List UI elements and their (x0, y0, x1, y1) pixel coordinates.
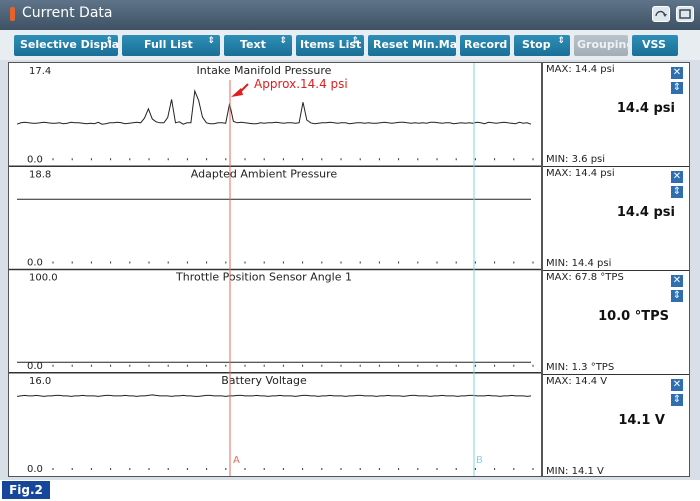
cursor-b-label: B (476, 455, 483, 466)
y-max-label: 18.8 (29, 169, 51, 180)
min-value: MIN: 14.4 psi (546, 258, 612, 269)
value-panel-adapted-ambient-pressure: MAX: 14.4 psi 14.4 psi MIN: 14.4 psi ✕ ⇕ (543, 167, 689, 271)
current-data-window: Current Data Selective Display ⇕ Full Lis… (0, 0, 700, 480)
y-min-label: 0.0 (27, 258, 43, 269)
grouping-label: Grouping (577, 38, 628, 51)
current-value: 14.4 psi (616, 101, 675, 116)
selective-display-label: Selective Display (20, 38, 118, 51)
items-list-label: Items List (300, 38, 362, 51)
value-panel-intake-manifold-pressure: MAX: 14.4 psi 14.4 psi MIN: 3.6 psi ✕ ⇕ (543, 63, 689, 167)
up-down-icon[interactable]: ⇕ (671, 186, 683, 198)
y-min-label: 0.0 (27, 361, 43, 372)
toolbar: Selective Display ⇕ Full List ⇕ Text ⇕ Item… (0, 30, 700, 60)
up-down-icon[interactable]: ⇕ (671, 290, 683, 302)
text-button[interactable]: Text ⇕ (224, 35, 292, 56)
arrow-head-icon (231, 88, 243, 97)
full-list-button[interactable]: Full List ⇕ (122, 35, 220, 56)
annotation-text: Approx.14.4 psi (254, 77, 348, 91)
retry-icon[interactable] (652, 6, 670, 22)
vss-label: VSS (642, 38, 666, 51)
y-max-label: 16.0 (29, 376, 51, 387)
close-icon[interactable]: ✕ (671, 171, 683, 183)
chart-title: Adapted Ambient Pressure (191, 167, 338, 180)
cursor-a-label: A (233, 455, 240, 466)
panel-1: 18.8 0.0 Adapted Ambient Pressure (9, 165, 541, 269)
current-value: 10.0 °TPS (598, 309, 669, 324)
y-min-label: 0.0 (27, 154, 43, 165)
values-panel: MAX: 14.4 psi 14.4 psi MIN: 3.6 psi ✕ ⇕ … (542, 62, 690, 477)
y-max-label: 100.0 (29, 273, 58, 284)
value-panel-throttle-position: MAX: 67.8 °TPS 10.0 °TPS MIN: 1.3 °TPS ✕… (543, 271, 689, 375)
vss-button[interactable]: VSS (632, 35, 678, 56)
min-value: MIN: 3.6 psi (546, 154, 606, 165)
current-value: 14.1 V (618, 413, 665, 428)
orange-bar-icon (10, 7, 15, 21)
selective-display-button[interactable]: Selective Display ⇕ (14, 35, 118, 56)
close-icon[interactable]: ✕ (671, 379, 683, 391)
text-label: Text (240, 38, 266, 51)
chevron-up-down-icon: ⇕ (351, 36, 359, 46)
panel-3: 16.0 0.0 Battery Voltage (9, 372, 541, 475)
record-label: Record (464, 38, 508, 51)
chevron-up-down-icon: ⇕ (279, 36, 287, 46)
window-title: Current Data (22, 5, 113, 21)
close-icon[interactable]: ✕ (671, 275, 683, 287)
min-value: MIN: 14.1 V (546, 466, 604, 477)
window-icon[interactable] (676, 6, 694, 22)
chart-title: Intake Manifold Pressure (197, 64, 332, 77)
record-button[interactable]: Record (460, 35, 510, 56)
items-list-button[interactable]: Items List ⇕ (296, 35, 364, 56)
panel-2: 100.0 0.0 Throttle Position Sensor Angle 1 (9, 268, 541, 372)
chevron-up-down-icon: ⇕ (207, 36, 215, 46)
chevron-up-down-icon: ⇕ (105, 36, 113, 46)
graph-area: 17.4 0.0 Intake Manifold Pressure 18.8 0.0 Ad… (8, 62, 542, 477)
min-value: MIN: 1.3 °TPS (546, 362, 615, 373)
max-value: MAX: 14.4 V (546, 376, 608, 387)
reset-min-max-label: Reset Min.Max (373, 38, 456, 51)
reset-min-max-button[interactable]: Reset Min.Max (368, 35, 456, 56)
y-min-label: 0.0 (27, 464, 43, 475)
chart-title: Battery Voltage (221, 374, 307, 387)
current-value: 14.4 psi (616, 205, 675, 220)
chevron-up-down-icon: ⇕ (557, 36, 565, 46)
chart-title: Throttle Position Sensor Angle 1 (175, 271, 352, 284)
figure-label: Fig.2 (2, 481, 50, 499)
max-value: MAX: 14.4 psi (546, 64, 615, 75)
y-max-label: 17.4 (29, 66, 51, 77)
series-line (16, 394, 532, 397)
title-bar: Current Data (0, 0, 700, 30)
value-panel-battery-voltage: MAX: 14.4 V 14.1 V MIN: 14.1 V ✕ ⇕ (543, 375, 689, 478)
max-value: MAX: 67.8 °TPS (546, 272, 624, 283)
series-line (16, 89, 532, 125)
stop-label: Stop (522, 38, 551, 51)
up-down-icon[interactable]: ⇕ (671, 82, 683, 94)
panel-0: 17.4 0.0 Intake Manifold Pressure (16, 64, 534, 165)
max-value: MAX: 14.4 psi (546, 168, 615, 179)
grouping-button[interactable]: Grouping (574, 35, 628, 56)
graph-svg: 17.4 0.0 Intake Manifold Pressure 18.8 0.0 Ad… (9, 63, 541, 476)
up-down-icon[interactable]: ⇕ (671, 394, 683, 406)
stop-button[interactable]: Stop ⇕ (514, 35, 570, 56)
close-icon[interactable]: ✕ (671, 67, 683, 79)
full-list-label: Full List (144, 38, 193, 51)
